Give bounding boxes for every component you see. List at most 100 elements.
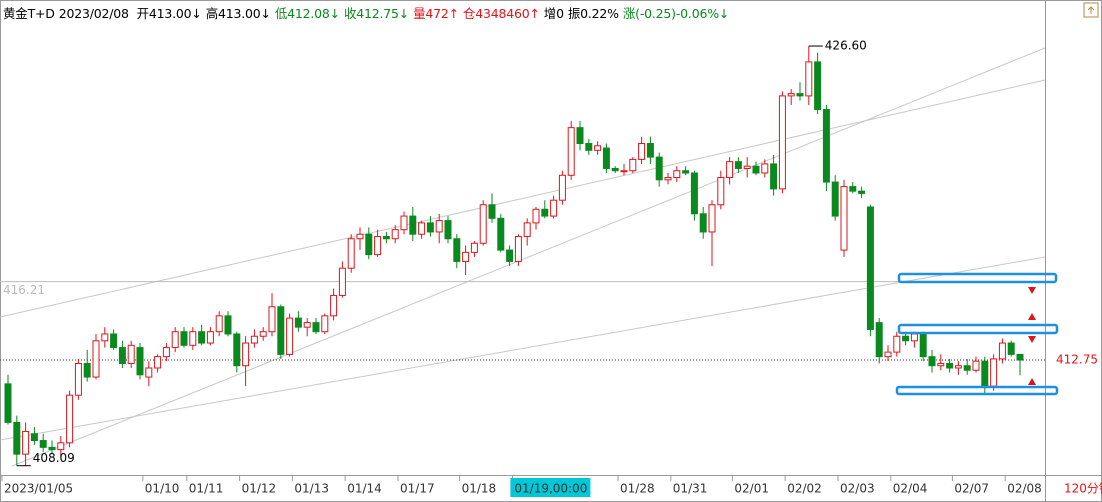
period-label[interactable]: 120分钟: [1064, 481, 1102, 496]
candle-body: [39, 440, 47, 448]
selection-box[interactable]: [897, 323, 1059, 335]
candle-body: [523, 222, 531, 237]
candle-body: [602, 147, 610, 169]
x-tick-label: 01/31: [673, 482, 708, 496]
candle-body: [937, 362, 945, 367]
candle-body: [726, 161, 734, 179]
selection-box[interactable]: [897, 272, 1058, 284]
candle-body: [462, 251, 470, 262]
extreme-label: 426.60: [825, 39, 867, 53]
candle-body: [761, 163, 769, 174]
x-tick-label: 01/12: [242, 482, 277, 496]
candle-body: [629, 158, 637, 172]
quote-field: 低412.08↓: [274, 6, 340, 21]
x-tick-label: 02/04: [893, 482, 928, 496]
candle-body: [1016, 353, 1024, 361]
candle-body: [303, 322, 311, 328]
quote-field: 仓4348460↑: [462, 6, 540, 21]
candle-body: [972, 360, 980, 371]
x-tick-label: 01/28: [620, 482, 655, 496]
candle-body: [180, 331, 188, 346]
candle-body: [171, 331, 179, 349]
candle-body: [981, 360, 989, 387]
candle-body: [365, 233, 373, 256]
candle-body: [198, 331, 206, 344]
candle-body: [497, 217, 505, 251]
candle-body: [990, 358, 998, 387]
price-line-label: 416.21: [3, 283, 45, 297]
panel-toggle-icon: [1087, 6, 1095, 14]
candle-body: [558, 174, 566, 201]
candle-body: [919, 333, 927, 358]
candle-body: [805, 61, 813, 97]
candle-body: [400, 215, 408, 231]
candle-body: [189, 331, 197, 346]
candle-body: [145, 367, 153, 378]
cursor-label-bg: [510, 478, 591, 497]
candle-body: [277, 306, 285, 355]
x-tick-label: 02/08: [1007, 482, 1042, 496]
candle-body: [101, 333, 109, 342]
up-arrow: [1028, 313, 1036, 320]
candle-body: [831, 181, 839, 217]
candle-body: [655, 156, 663, 181]
x-tick-label: 01/19,00:00: [514, 482, 587, 496]
candle-body: [690, 172, 698, 215]
candle-body: [743, 165, 751, 169]
trend-lines: [0, 47, 1046, 467]
trend-line: [0, 79, 1046, 318]
quote-field: 涨(-0.25)-0.06%↓: [622, 6, 730, 21]
x-tick-label: 02/03: [840, 482, 875, 496]
candle-body: [479, 204, 487, 244]
quote-field: 振0.22%: [567, 6, 619, 21]
quote-field: 开413.00↓: [136, 6, 202, 21]
candle-body: [127, 344, 135, 364]
candle-body: [814, 61, 822, 111]
candle-body: [902, 335, 910, 342]
candle-body: [48, 446, 56, 451]
candle-body: [717, 177, 725, 206]
candle-body: [532, 208, 540, 224]
candle-body: [286, 317, 294, 355]
candle-body: [541, 208, 549, 217]
candle-body: [154, 356, 162, 369]
candle-body: [787, 93, 795, 97]
candle-body: [954, 365, 962, 369]
x-tick-label: 02/01: [734, 482, 769, 496]
extreme-label: 408.09: [33, 451, 75, 465]
selection-box[interactable]: [895, 385, 1059, 396]
candle-body: [57, 442, 65, 451]
candle-body: [356, 233, 364, 240]
candle-body: [136, 347, 144, 376]
x-tick-label: 01/10: [145, 482, 180, 496]
candle-body: [998, 342, 1006, 360]
candle-body: [162, 347, 170, 358]
candle-body: [514, 235, 522, 262]
candle-body: [435, 220, 443, 233]
quote-field: 收412.75↓: [343, 6, 410, 21]
candle-body: [673, 170, 681, 179]
candle-body: [83, 362, 91, 378]
candle-body: [418, 222, 426, 235]
candle-body: [215, 315, 223, 333]
candle-body: [374, 235, 382, 256]
x-tick-label: 02/07: [954, 482, 989, 496]
quote-header: 黄金T+D 2023/02/08 开413.00↓ 高413.00↓ 低412.08↓…: [3, 3, 733, 22]
candle-body: [330, 294, 338, 317]
candle-body: [849, 186, 857, 192]
candle-body: [294, 317, 302, 328]
x-tick-label: 2023/01/05: [4, 482, 73, 496]
candle-body: [4, 383, 12, 423]
selection-boxes: [895, 272, 1059, 396]
candle-body: [444, 220, 452, 240]
down-arrow: [1028, 287, 1036, 294]
candle-body: [822, 109, 830, 183]
candle-body: [752, 165, 760, 174]
candle-body: [347, 238, 355, 269]
quote-field: 高413.00↓: [205, 6, 271, 21]
candle-body: [488, 204, 496, 219]
candle-body: [682, 170, 690, 174]
x-tick-label: 01/11: [189, 482, 224, 496]
